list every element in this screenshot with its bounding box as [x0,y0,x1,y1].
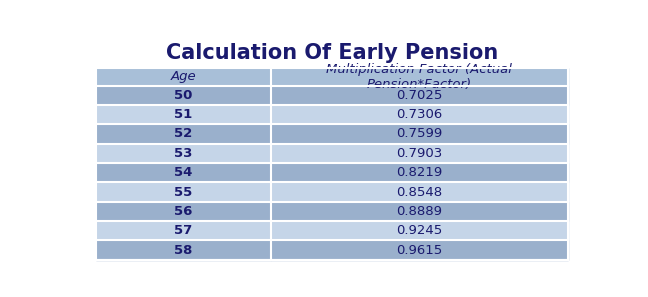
Bar [271,105,568,124]
Bar [271,240,568,260]
Text: 0.7025: 0.7025 [396,89,443,102]
Bar [96,144,271,163]
Text: 0.7599: 0.7599 [397,127,443,140]
Text: 0.8219: 0.8219 [397,166,443,179]
Text: Age: Age [170,70,196,83]
Text: 50: 50 [174,89,192,102]
Text: Multiplication Factor (Actual
Pension*Factor): Multiplication Factor (Actual Pension*Fa… [327,63,513,91]
Bar [271,182,568,202]
Bar [271,68,568,86]
Bar [271,124,568,144]
Bar [96,86,271,105]
Text: 0.9615: 0.9615 [397,244,443,257]
Text: 52: 52 [174,127,192,140]
Bar [96,124,271,144]
Text: 54: 54 [174,166,192,179]
Bar [96,240,271,260]
Text: 0.8548: 0.8548 [397,186,443,198]
Bar [96,68,271,86]
Bar [271,163,568,182]
Text: 55: 55 [174,186,192,198]
Text: 51: 51 [174,108,192,121]
Bar [271,86,568,105]
Bar [96,202,271,221]
Text: 0.7903: 0.7903 [397,147,443,160]
Text: Calculation Of Early Pension: Calculation Of Early Pension [166,42,498,62]
Text: 57: 57 [174,224,192,237]
Bar [271,202,568,221]
Text: 0.8889: 0.8889 [397,205,443,218]
Text: 56: 56 [174,205,192,218]
Bar [96,182,271,202]
Text: 58: 58 [174,244,192,257]
Bar [96,221,271,240]
Text: 0.7306: 0.7306 [397,108,443,121]
Bar [96,105,271,124]
Bar [271,221,568,240]
Bar [96,163,271,182]
Text: 53: 53 [174,147,192,160]
Bar [271,144,568,163]
Text: 0.9245: 0.9245 [397,224,443,237]
